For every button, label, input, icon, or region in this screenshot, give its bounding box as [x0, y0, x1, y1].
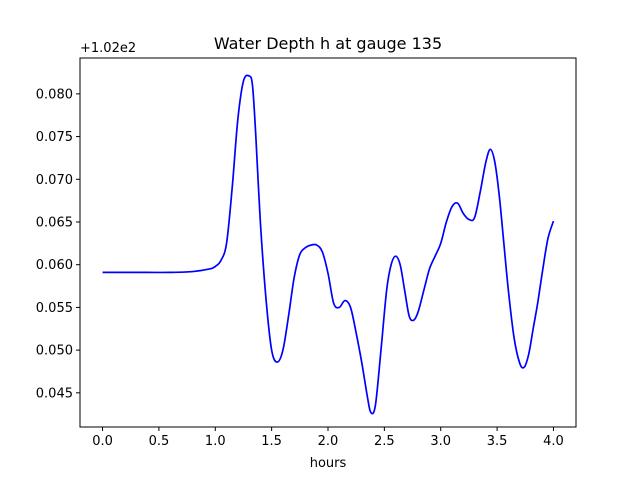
x-axis-ticks: 0.0 0.5 1.0 1.5 2.0 2.5 3.0 3.5 4.0: [92, 427, 564, 449]
y-tick-label: 0.075: [36, 130, 73, 145]
y-tick-label: 0.045: [36, 386, 73, 401]
x-tick-label: 3.5: [487, 434, 508, 449]
x-tick-label: 1.0: [205, 434, 226, 449]
x-tick-label: 2.5: [374, 434, 395, 449]
y-axis-ticks: 0.045 0.050 0.055 0.060 0.065 0.070 0.075 0.080: [36, 87, 80, 401]
chart-title: Water Depth h at gauge 135: [214, 34, 442, 53]
plot-area: [80, 58, 576, 427]
x-tick-label: 0.0: [92, 434, 113, 449]
x-tick-label: 1.5: [261, 434, 282, 449]
y-tick-label: 0.060: [36, 258, 73, 273]
x-axis-label: hours: [310, 456, 347, 471]
x-tick-label: 3.0: [430, 434, 451, 449]
y-tick-label: 0.055: [36, 301, 73, 316]
y-tick-label: 0.070: [36, 173, 73, 188]
y-tick-label: 0.080: [36, 87, 73, 102]
y-tick-label: 0.065: [36, 216, 73, 231]
y-tick-label: 0.050: [36, 344, 73, 359]
plot-frame: [79, 57, 577, 428]
x-tick-label: 0.5: [149, 434, 170, 449]
x-tick-label: 2.0: [318, 434, 339, 449]
x-tick-label: 4.0: [543, 434, 564, 449]
offset-label: +1.02e2: [80, 41, 136, 56]
series-line: [102, 74, 555, 415]
